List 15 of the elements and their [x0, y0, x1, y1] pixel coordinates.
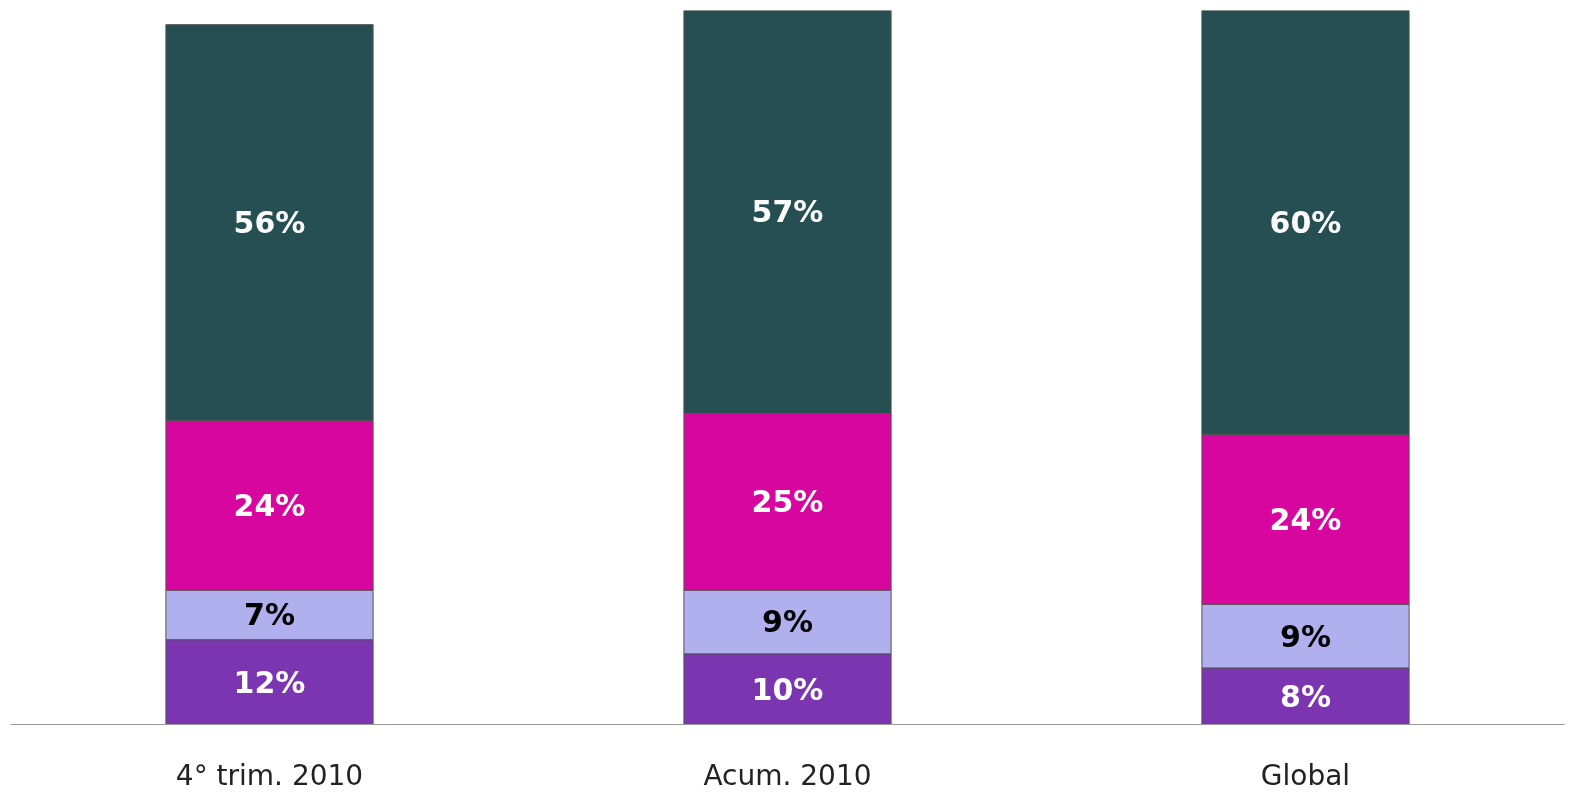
data-label: 24%	[233, 487, 306, 523]
x-tick-label: Acum. 2010	[703, 758, 872, 792]
data-label: 8%	[1280, 678, 1331, 714]
data-label: 60%	[1269, 205, 1342, 241]
data-label: 25%	[751, 484, 824, 520]
x-tick-label: 4° trim. 2010	[175, 758, 364, 792]
data-label: 56%	[233, 205, 306, 241]
data-label: 57%	[751, 194, 824, 230]
data-label: 9%	[762, 604, 813, 640]
data-label: 12%	[233, 664, 306, 700]
data-label: 24%	[1269, 501, 1342, 537]
x-tick-label: Global	[1260, 758, 1351, 792]
data-label: 7%	[244, 597, 295, 633]
data-label: 9%	[1280, 618, 1331, 654]
data-label: 10%	[751, 671, 824, 707]
